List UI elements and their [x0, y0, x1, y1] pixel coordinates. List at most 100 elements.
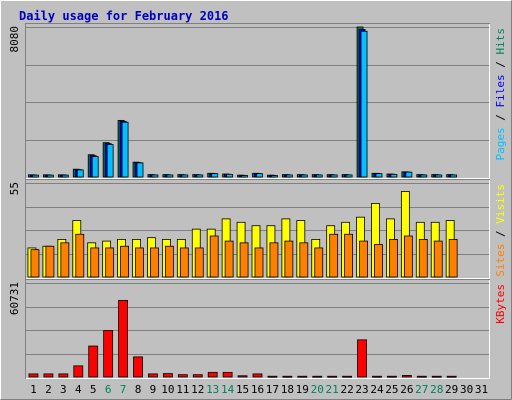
x-tick-label-day-1: 1	[30, 383, 37, 396]
bar-sites-day-28	[433, 240, 443, 278]
x-tick-label-day-3: 3	[60, 383, 67, 396]
legend: Sites / Visits	[494, 184, 507, 277]
x-tick-label-day-5: 5	[90, 383, 97, 396]
bar-kbytes-day-12	[192, 374, 203, 378]
bar-pages-day-20	[315, 174, 323, 178]
y-axis-max-label: 60731	[8, 282, 21, 315]
bar-pages-day-22	[345, 174, 353, 178]
x-tick-label-day-14: 14	[221, 383, 235, 396]
bar-kbytes-day-3	[58, 373, 69, 378]
x-tick-label-day-2: 2	[45, 383, 52, 396]
legend: Pages / Files / Hits	[494, 28, 507, 161]
bar-sites-day-17	[269, 242, 279, 278]
bar-pages-day-28	[435, 174, 443, 178]
x-tick-label-day-8: 8	[135, 383, 142, 396]
bar-pages-day-5	[91, 156, 99, 178]
bar-sites-day-14	[224, 240, 234, 278]
x-tick-label-day-27: 27	[415, 383, 428, 396]
bar-sites-day-11	[179, 247, 189, 278]
legend-entry: Pages	[494, 127, 507, 160]
bar-kbytes-day-22	[342, 375, 353, 378]
x-tick-label-day-11: 11	[176, 383, 189, 396]
bar-sites-day-3	[60, 242, 70, 278]
chart-title: Daily usage for February 2016	[19, 9, 229, 23]
bar-sites-day-13	[209, 235, 219, 278]
bar-sites-day-1	[30, 249, 40, 278]
bar-sites-day-16	[254, 247, 264, 278]
bar-pages-day-24	[375, 173, 383, 178]
bar-pages-day-7	[121, 121, 129, 178]
x-tick-label-day-18: 18	[281, 383, 294, 396]
bar-pages-day-4	[76, 169, 84, 178]
bar-pages-day-10	[166, 174, 174, 178]
bar-sites-day-22	[344, 233, 354, 278]
y-axis-max-label: 55	[8, 182, 21, 195]
y-axis-max-label: 8080	[8, 26, 21, 53]
bar-pages-day-1	[32, 174, 39, 178]
bar-sites-day-8	[135, 247, 144, 278]
bar-pages-day-19	[300, 174, 308, 178]
bar-kbytes-day-16	[252, 373, 263, 378]
bar-kbytes-day-8	[133, 356, 143, 378]
x-tick-label-day-29: 29	[445, 383, 458, 396]
bar-kbytes-day-27	[416, 375, 427, 378]
x-tick-label-day-15: 15	[236, 383, 249, 396]
bar-kbytes-day-17	[267, 375, 278, 378]
panel-visits-sites: 55 Sites / Visits	[8, 179, 507, 279]
bar-sites-day-19	[299, 242, 309, 278]
bar-pages-day-26	[405, 171, 413, 178]
bar-sites-day-9	[150, 247, 159, 278]
bar-kbytes-day-1	[28, 373, 39, 378]
legend-entry: Files	[494, 74, 507, 107]
bar-kbytes-day-5	[88, 345, 99, 378]
x-tick-label-day-30: 30	[460, 383, 473, 396]
bar-sites-day-6	[105, 247, 115, 278]
bar-sites-day-25	[389, 238, 398, 278]
x-tick-label-day-23: 23	[355, 383, 368, 396]
legend-entry: /	[494, 224, 507, 244]
x-tick-label-day-9: 9	[150, 383, 157, 396]
bar-sites-day-26	[403, 235, 413, 278]
bar-kbytes-day-28	[431, 375, 442, 378]
bar-pages-day-9	[151, 174, 159, 178]
bar-pages-day-12	[196, 174, 204, 178]
bar-sites-day-12	[194, 247, 204, 278]
x-tick-label-day-13: 13	[206, 383, 219, 396]
bar-pages-day-13	[211, 173, 219, 178]
bar-kbytes-day-6	[103, 330, 114, 378]
legend-entry: Sites	[494, 244, 507, 277]
bar-kbytes-day-7	[118, 299, 128, 378]
bar-pages-day-6	[106, 144, 114, 178]
legend-entry: KBytes	[494, 284, 507, 324]
bar-pages-day-25	[390, 174, 398, 178]
panel-border-highlight	[26, 24, 490, 179]
x-tick-label-day-6: 6	[105, 383, 112, 396]
bar-kbytes-day-20	[312, 375, 323, 378]
x-tick-label-day-26: 26	[400, 383, 413, 396]
bar-pages-day-14	[226, 174, 234, 178]
bar-pages-day-16	[256, 173, 263, 178]
bar-pages-day-27	[420, 174, 428, 178]
bar-sites-day-18	[284, 240, 294, 278]
bar-sites-day-20	[314, 247, 324, 278]
chart-panels: 8080 Pages / Files / Hits 55 Sites / Visits…	[8, 23, 507, 379]
bar-kbytes-day-24	[372, 375, 382, 378]
bar-sites-day-2	[45, 245, 55, 278]
x-tick-label-day-21: 21	[326, 383, 339, 396]
x-tick-label-day-20: 20	[311, 383, 324, 396]
x-tick-label-day-28: 28	[430, 383, 443, 396]
x-tick-label-day-24: 24	[370, 383, 384, 396]
x-tick-label-day-10: 10	[161, 383, 174, 396]
bar-pages-day-18	[285, 174, 293, 178]
bar-pages-day-11	[181, 174, 189, 178]
bar-sites-day-10	[164, 245, 174, 278]
bar-kbytes-day-14	[222, 371, 233, 378]
bar-pages-day-29	[450, 174, 458, 178]
x-tick-label-day-22: 22	[340, 383, 353, 396]
panel-border-highlight	[26, 180, 490, 279]
legend: KBytes	[494, 284, 507, 324]
bar-sites-day-29	[448, 238, 458, 278]
x-tick-label-day-31: 31	[475, 383, 488, 396]
bar-kbytes-day-10	[162, 373, 173, 378]
